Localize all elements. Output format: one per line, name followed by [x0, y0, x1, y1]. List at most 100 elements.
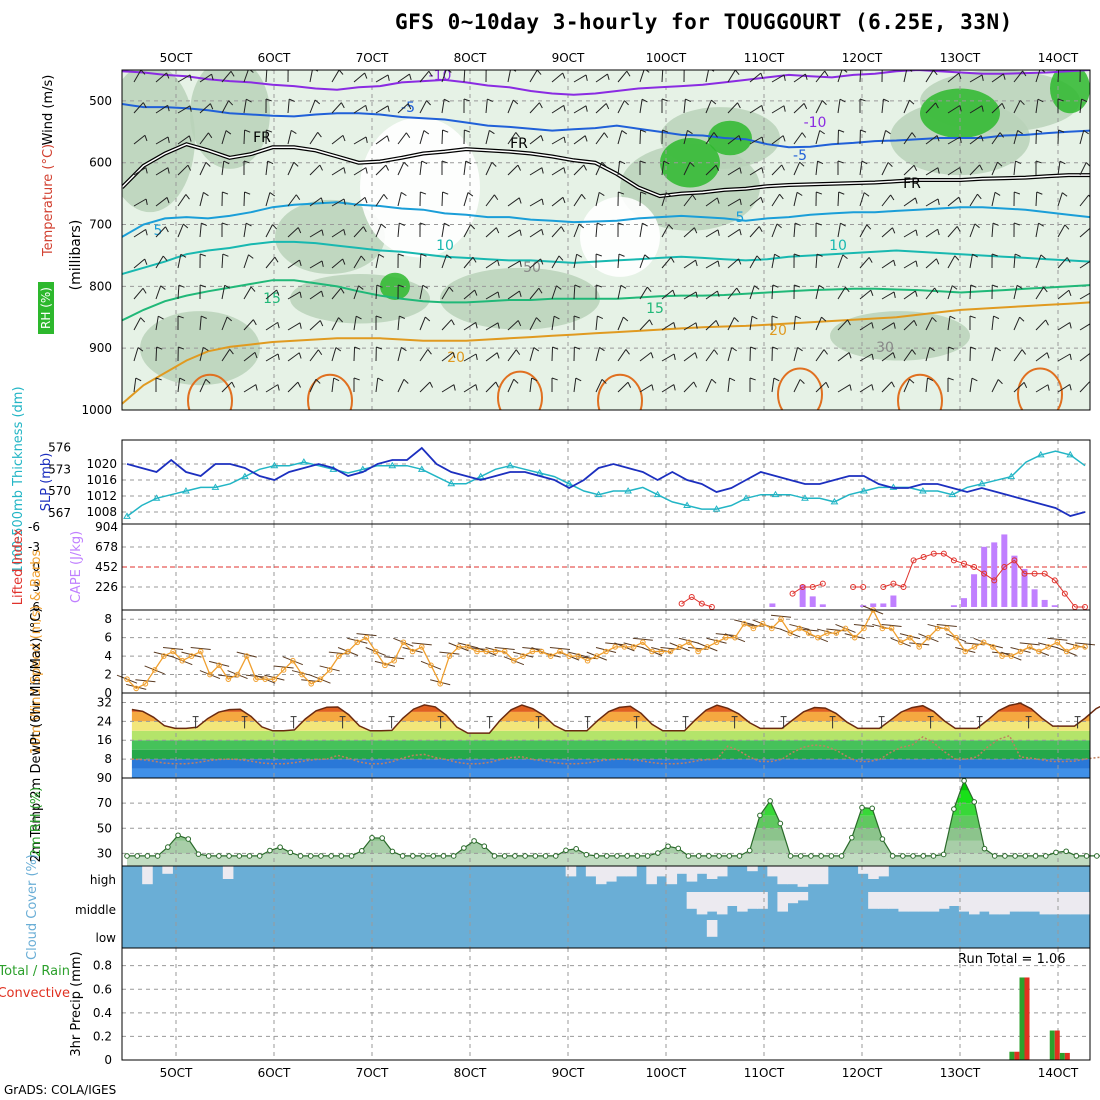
cape-bar	[870, 603, 877, 607]
wind-barb-flag	[893, 291, 896, 298]
wind-barb-flag	[909, 99, 915, 105]
wind-barb	[881, 322, 895, 331]
wind-barb-flag	[255, 384, 258, 391]
wind-barb-flag	[179, 377, 186, 382]
wind-barb-flag	[713, 132, 718, 138]
rh-point	[318, 853, 324, 859]
cloud-gap	[686, 892, 698, 909]
contour-label-20: 20	[769, 323, 787, 339]
wind-barb	[163, 647, 184, 650]
wind-barb	[683, 259, 696, 269]
cloud-gap	[1039, 892, 1051, 915]
wind-barb-flag	[1014, 253, 1021, 257]
wind-barb	[573, 164, 585, 176]
wind-barb	[287, 322, 301, 331]
wind-barb	[287, 99, 290, 114]
wind-barb	[507, 99, 514, 114]
wind-barb	[595, 73, 608, 83]
rh-2m-axis-label: 2m RH (%)	[29, 787, 44, 858]
wind-barb-flag	[298, 352, 302, 359]
wind-barb	[947, 285, 953, 300]
wind-barb-flag	[821, 316, 827, 322]
wind-barb-flag	[909, 378, 915, 384]
wind-barb	[463, 161, 467, 176]
wind-barb-flag	[639, 160, 646, 164]
wind-barb-flag	[277, 384, 280, 391]
wind-barb-flag	[997, 161, 1003, 167]
wind-barb-flag	[760, 197, 764, 204]
wind-barb	[419, 130, 425, 145]
cloud-axis-label: Cloud Cover (%)	[25, 854, 40, 960]
wind-barb-flag	[915, 229, 918, 236]
rh-band	[127, 790, 1090, 804]
wind-speed-point	[584, 657, 591, 664]
wind-barb	[441, 191, 444, 207]
wind-barb-flag	[596, 222, 603, 226]
wind-barb-flag	[695, 322, 698, 329]
freezing-line-inner	[122, 143, 1090, 197]
wind-barb	[903, 132, 913, 145]
rh-legend-box	[38, 282, 54, 334]
x-tick-top-9OCT: 9OCT	[552, 51, 585, 65]
wind-barb	[903, 70, 908, 83]
wind-barb-flag	[750, 346, 757, 350]
wind-barb	[969, 254, 973, 269]
wind-barb	[969, 223, 976, 238]
wind-speed-point	[667, 648, 674, 655]
wind-barb-flag	[761, 105, 764, 112]
cloud-gap	[1049, 892, 1061, 915]
wind-speed-point	[861, 625, 867, 632]
wind-barb-flag	[607, 73, 610, 80]
wind-barb	[573, 223, 580, 238]
cloud-gap	[565, 866, 577, 877]
contour-label-5: 5	[736, 210, 745, 226]
rh-point	[124, 853, 130, 859]
contour-label--5: -5	[401, 100, 415, 116]
cloud-gap	[868, 866, 879, 879]
wind-barb-flag	[1016, 284, 1023, 289]
wind-barb	[199, 223, 202, 238]
wind-barb	[507, 260, 521, 269]
wind-barb-flag	[378, 253, 385, 258]
wind-barb-flag	[863, 192, 870, 197]
wind-barb	[1057, 322, 1071, 331]
wind-barb-flag	[1002, 73, 1006, 80]
pressure-tick-900: 900	[89, 341, 112, 355]
wind-speed-point	[1082, 644, 1088, 650]
wind-barb	[347, 637, 368, 644]
wind-barb	[375, 164, 387, 176]
wind-barb	[617, 285, 622, 300]
wind-barb-flag	[574, 346, 581, 350]
wind-speed-point	[612, 644, 619, 650]
wind-barb-flag	[913, 320, 918, 326]
wind-barb-flag	[290, 129, 297, 135]
wind-barb	[903, 229, 917, 238]
wind-barb	[485, 381, 497, 393]
wind-barb-flag	[665, 192, 672, 197]
cloud-gap	[626, 866, 637, 877]
wind-barb-flag	[1061, 192, 1068, 197]
rh-point	[512, 853, 518, 859]
wind-tick-8: 8	[104, 612, 112, 626]
wind-barb-flag	[933, 70, 938, 76]
wind-speed-point	[455, 644, 462, 650]
wind-barb	[837, 70, 843, 83]
wind-barb-flag	[475, 384, 478, 391]
wind-barb-flag	[711, 99, 717, 105]
contour-label--5: -5	[793, 148, 807, 164]
wind-barb	[133, 167, 147, 176]
wind-speed-point	[243, 653, 250, 659]
cross-section-panel: -10 -5 FR 5 10 15 20 50 30 FR FR -10 -5 5 10 15 20 500 600…	[81, 70, 1090, 417]
rh-point	[267, 847, 273, 854]
wind-barb-flag	[644, 254, 650, 259]
wind-barb-flag	[695, 260, 698, 267]
rh-point	[797, 853, 804, 859]
wind-barb	[485, 227, 497, 238]
wind-barb-flag	[472, 256, 477, 263]
rh-point	[614, 853, 620, 859]
wind-barb	[441, 223, 445, 238]
x-tick-top-8OCT: 8OCT	[454, 51, 487, 65]
wind-barb	[853, 623, 874, 627]
wind-barb	[309, 132, 319, 145]
wind-speed-point	[418, 644, 425, 650]
